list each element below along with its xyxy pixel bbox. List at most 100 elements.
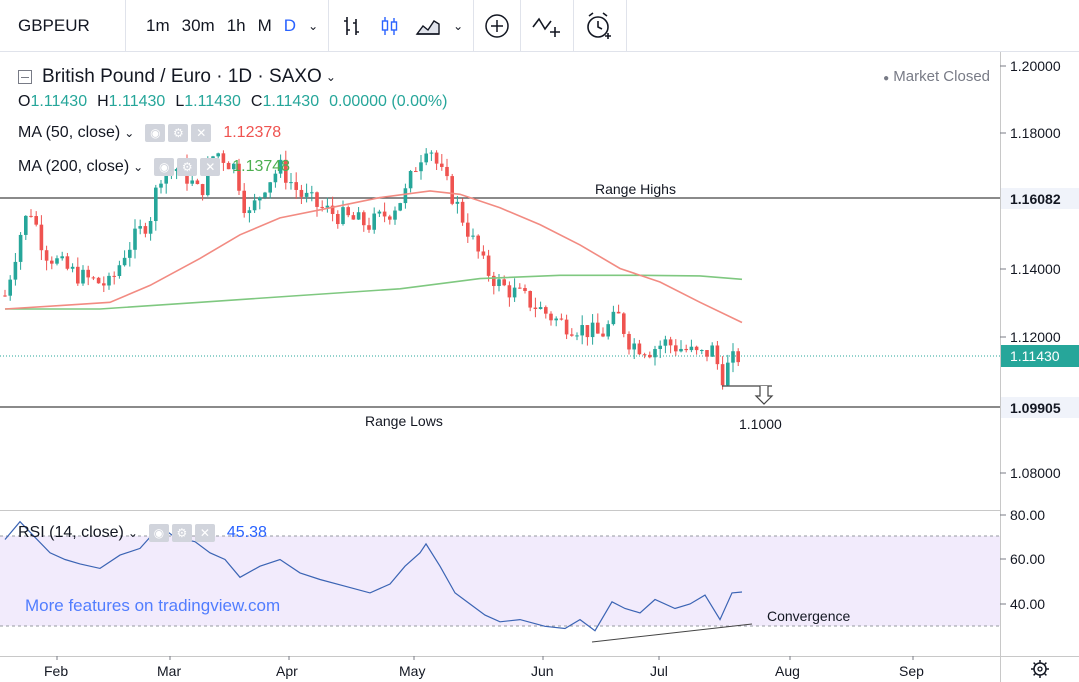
symbol-legend[interactable]: British Pound / Euro · 1D · SAXO ⌄ — [18, 66, 336, 88]
chart-type-chevron-icon[interactable]: ⌄ — [453, 18, 464, 33]
candle-body — [284, 159, 288, 183]
candle-body — [585, 325, 590, 338]
add-indicator-icon[interactable] — [478, 0, 516, 52]
candle-body — [294, 182, 298, 190]
rsi-visibility-eye-icon[interactable]: ◉ — [148, 524, 169, 542]
candle-body — [533, 307, 538, 309]
candle-body — [544, 307, 548, 314]
interval-M[interactable]: M — [257, 15, 272, 35]
target-arrow-icon[interactable] — [722, 385, 774, 405]
time-label: Jul — [650, 663, 668, 679]
ma50-line[interactable] — [4, 190, 743, 324]
rsi-axis[interactable]: 80.00 60.00 40.00 — [1000, 507, 1045, 612]
area-icon[interactable] — [409, 0, 447, 52]
interval-30m[interactable]: 30m — [181, 15, 215, 35]
candle-body — [268, 182, 272, 193]
interval-D[interactable]: D — [283, 15, 297, 35]
ma200-settings-gear-icon[interactable]: ⚙ — [177, 158, 198, 176]
symbol-search-button[interactable]: GBPEUR — [0, 0, 126, 52]
price-tick: 1.12000 — [1010, 329, 1061, 345]
rsi-line[interactable] — [4, 520, 743, 632]
price-axis[interactable]: 1.20000 1.18000 1.14000 1.12000 1.08000 … — [1000, 58, 1079, 481]
compare-icon[interactable] — [525, 0, 569, 52]
bar-style-icon[interactable] — [333, 0, 371, 52]
range-highs-axis-label: 1.16082 — [1010, 191, 1061, 207]
time-label: Mar — [157, 663, 181, 679]
candle-body — [429, 152, 434, 154]
candle-body — [674, 345, 678, 352]
candle-body — [143, 226, 148, 234]
ma200-visibility-eye-icon[interactable]: ◉ — [154, 158, 175, 176]
interval-dropdown-chevron-icon[interactable]: ⌄ — [308, 18, 319, 33]
candle-body — [122, 257, 127, 266]
candle-body — [642, 354, 647, 356]
candle-body — [50, 260, 54, 264]
interval-1h[interactable]: 1h — [226, 15, 246, 35]
candle-body — [627, 333, 631, 350]
candle-body — [570, 334, 574, 336]
candle-body — [658, 345, 662, 350]
candle-body — [632, 343, 636, 350]
open-value: 1.11430 — [30, 93, 88, 110]
rsi-remove-close-icon[interactable]: ✕ — [194, 524, 215, 542]
candle-body — [388, 216, 392, 220]
candle-body — [440, 163, 444, 167]
candle-body — [190, 180, 194, 184]
symbol-menu-chevron-icon[interactable]: ⌄ — [325, 70, 336, 84]
ma200-menu-chevron-icon[interactable]: ⌄ — [133, 160, 144, 174]
rsi-settings-gear-icon[interactable]: ⚙ — [171, 524, 192, 542]
candle-body — [65, 256, 70, 269]
candle-body — [289, 182, 293, 184]
candle-body — [195, 180, 200, 185]
interval-1m[interactable]: 1m — [146, 15, 170, 35]
legend-collapse-icon[interactable] — [18, 70, 32, 84]
ma50-legend[interactable]: MA (50, close) ⌄ ◉ ⚙ ✕ 1.12378 — [18, 124, 281, 142]
candle-body — [502, 279, 506, 286]
candle-body — [705, 350, 709, 357]
market-status: ● Market Closed — [883, 68, 990, 85]
symbol-title: British Pound / Euro · 1D · SAXO — [42, 66, 322, 87]
convergence-line[interactable] — [591, 623, 753, 643]
candle-body — [76, 266, 80, 284]
ma50-menu-chevron-icon[interactable]: ⌄ — [124, 126, 135, 140]
candle-body — [648, 354, 652, 358]
candle-body — [575, 335, 579, 337]
low-label: L — [175, 93, 185, 110]
candle-body — [694, 346, 699, 351]
ma200-line[interactable] — [5, 274, 743, 310]
candle-body — [91, 277, 96, 279]
candle-body — [611, 311, 616, 325]
rsi-tick: 60.00 — [1010, 551, 1045, 567]
candle-body — [720, 364, 725, 386]
ma50-settings-gear-icon[interactable]: ⚙ — [168, 124, 189, 142]
candle-body — [60, 256, 64, 259]
ma200-legend[interactable]: MA (200, close) ⌄ ◉ ⚙ ✕ 1.13748 — [18, 158, 290, 176]
alert-icon[interactable] — [578, 0, 622, 52]
ma50-visibility-eye-icon[interactable]: ◉ — [145, 124, 166, 142]
candle-body — [637, 343, 642, 355]
candle-body — [356, 212, 361, 220]
candle-body — [128, 249, 132, 258]
ma200-remove-close-icon[interactable]: ✕ — [200, 158, 221, 176]
ma200-value: 1.13748 — [232, 158, 291, 175]
candle-body — [731, 351, 735, 363]
candle-body — [102, 283, 106, 286]
watermark-text[interactable]: More features on tradingview.com — [25, 596, 280, 615]
price-chart[interactable]: Range Highs Range Lows 1.1000 Convergenc… — [0, 52, 1079, 682]
candle-body — [622, 313, 626, 334]
rsi-legend[interactable]: RSI (14, close) ⌄ ◉ ⚙ ✕ 45.38 — [18, 524, 267, 542]
candle-body — [559, 318, 564, 320]
rsi-menu-chevron-icon[interactable]: ⌄ — [127, 526, 138, 540]
ma50-remove-close-icon[interactable]: ✕ — [191, 124, 212, 142]
chart-settings-gear-icon[interactable] — [1031, 660, 1049, 678]
target-label: 1.1000 — [739, 416, 782, 432]
candles-icon[interactable] — [371, 0, 409, 52]
candle-body — [341, 207, 345, 225]
change-value: 0.00000 (0.00%) — [329, 93, 448, 110]
rsi-label: RSI (14, close) — [18, 524, 124, 541]
candle-body — [471, 235, 475, 237]
time-axis[interactable]: Feb Mar Apr May Jun Jul Aug Sep — [44, 656, 924, 679]
candle-body — [325, 205, 330, 208]
last-price-badge — [1001, 345, 1079, 367]
candle-body — [414, 171, 418, 173]
